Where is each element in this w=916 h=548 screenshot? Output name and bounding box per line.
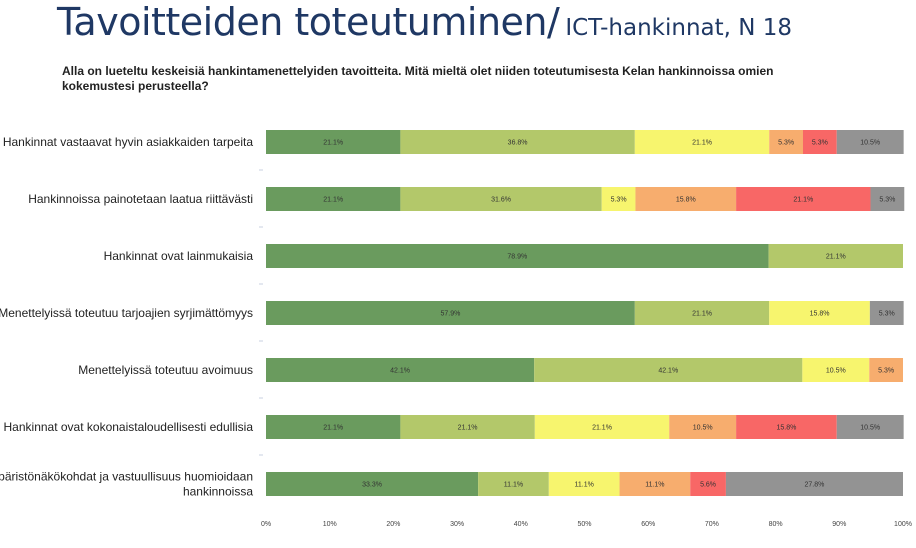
x-tick-label: 40% bbox=[514, 521, 528, 528]
data-label: 57.9% bbox=[440, 311, 460, 318]
data-label: 78.9% bbox=[507, 254, 527, 261]
data-label: 10.5% bbox=[860, 140, 880, 147]
data-label: 21.1% bbox=[323, 425, 343, 432]
bar-segment bbox=[635, 187, 737, 211]
data-label: 5.3% bbox=[778, 140, 794, 147]
x-tick-label: 90% bbox=[832, 521, 846, 528]
data-label: 21.1% bbox=[826, 254, 846, 261]
bar-segment bbox=[266, 187, 401, 211]
category-label: Hankinnat vastaavat hyvin asiakkaiden ta… bbox=[3, 135, 253, 149]
page-title: Tavoitteiden toteutuminen/ICT-hankinnat,… bbox=[57, 0, 792, 44]
data-label: 5.6% bbox=[700, 482, 716, 489]
data-label: 31.6% bbox=[491, 197, 511, 204]
data-label: 21.1% bbox=[692, 140, 712, 147]
x-tick-label: 80% bbox=[769, 521, 783, 528]
category-label: Menettelyissä toteutuu avoimuus bbox=[78, 363, 253, 377]
bar-segment bbox=[534, 358, 803, 382]
data-label: 11.1% bbox=[504, 482, 523, 489]
data-label: 5.3% bbox=[878, 368, 894, 375]
bar-segment bbox=[548, 472, 620, 496]
x-tick-label: 50% bbox=[577, 521, 591, 528]
bar-segment bbox=[802, 130, 837, 154]
bar-segment bbox=[669, 415, 737, 439]
bar-segment bbox=[725, 472, 903, 496]
x-tick-label: 0% bbox=[261, 521, 271, 528]
bar-segment bbox=[601, 187, 636, 211]
bar-segment bbox=[802, 358, 870, 382]
bar-segment bbox=[736, 415, 837, 439]
bar-segment bbox=[266, 358, 535, 382]
bar-segment bbox=[619, 472, 691, 496]
data-label: 15.8% bbox=[776, 425, 796, 432]
data-label: 42.1% bbox=[658, 368, 678, 375]
data-label: 21.1% bbox=[692, 311, 712, 318]
data-label: 5.3% bbox=[879, 197, 895, 204]
category-label: Hankinnat ovat lainmukaisia bbox=[104, 249, 254, 263]
bar-segment bbox=[870, 187, 905, 211]
bar-segment bbox=[266, 244, 769, 268]
category-label: Ympäristönäkökohdat ja vastuullisuus huo… bbox=[0, 470, 253, 484]
bar-segment bbox=[634, 130, 770, 154]
bar-segment bbox=[266, 130, 401, 154]
bar-segment bbox=[769, 130, 803, 154]
data-label: 36.8% bbox=[508, 140, 528, 147]
bar-segment bbox=[266, 472, 479, 496]
title-sub: ICT-hankinnat, N 18 bbox=[565, 15, 793, 41]
data-label: 15.8% bbox=[810, 311, 830, 318]
data-label: 5.3% bbox=[879, 311, 895, 318]
title-main: Tavoitteiden toteutuminen/ bbox=[57, 0, 560, 44]
x-tick-label: 60% bbox=[641, 521, 655, 528]
bar-segment bbox=[400, 130, 635, 154]
data-label: 21.1% bbox=[458, 425, 478, 432]
data-label: 42.1% bbox=[390, 368, 410, 375]
data-label: 27.8% bbox=[805, 482, 825, 489]
bar-segment bbox=[400, 415, 535, 439]
bar-segment bbox=[266, 415, 401, 439]
category-label: Hankinnoissa painotetaan laatua riittävä… bbox=[28, 192, 253, 206]
data-label: 5.3% bbox=[611, 197, 627, 204]
data-label: 10.5% bbox=[693, 425, 713, 432]
bar-segment bbox=[768, 244, 903, 268]
bar-segment bbox=[736, 187, 871, 211]
data-label: 21.1% bbox=[323, 140, 343, 147]
bar-segment bbox=[266, 301, 635, 325]
x-tick-label: 100% bbox=[894, 521, 912, 528]
survey-question: Alla on lueteltu keskeisiä hankintamenet… bbox=[62, 64, 774, 93]
bar-segment bbox=[534, 415, 670, 439]
x-tick-label: 30% bbox=[450, 521, 464, 528]
data-label: 10.5% bbox=[860, 425, 880, 432]
data-label: 11.1% bbox=[575, 482, 594, 489]
bar-segment bbox=[400, 187, 602, 211]
bar-segment bbox=[869, 301, 904, 325]
data-label: 21.1% bbox=[793, 197, 813, 204]
data-label: 33.3% bbox=[362, 482, 382, 489]
data-label: 15.8% bbox=[676, 197, 696, 204]
bar-segment bbox=[836, 415, 904, 439]
category-label: Hankinnat ovat kokonaistaloudellisesti e… bbox=[4, 420, 254, 434]
bar-segment bbox=[478, 472, 549, 496]
x-tick-label: 70% bbox=[705, 521, 719, 528]
x-tick-label: 10% bbox=[323, 521, 337, 528]
category-label: Menettelyissä toteutuu tarjoajien syrjim… bbox=[0, 306, 253, 320]
bar-segment bbox=[836, 130, 904, 154]
data-label: 11.1% bbox=[645, 482, 664, 489]
data-label: 5.3% bbox=[812, 140, 828, 147]
data-label: 21.1% bbox=[323, 197, 343, 204]
bar-segment bbox=[869, 358, 903, 382]
data-label: 21.1% bbox=[592, 425, 612, 432]
data-label: 10.5% bbox=[826, 368, 846, 375]
bar-segment bbox=[769, 301, 870, 325]
bar-segment bbox=[634, 301, 770, 325]
x-tick-label: 20% bbox=[386, 521, 400, 528]
category-label: hankinnoissa bbox=[183, 485, 253, 499]
bar-segment bbox=[690, 472, 726, 496]
